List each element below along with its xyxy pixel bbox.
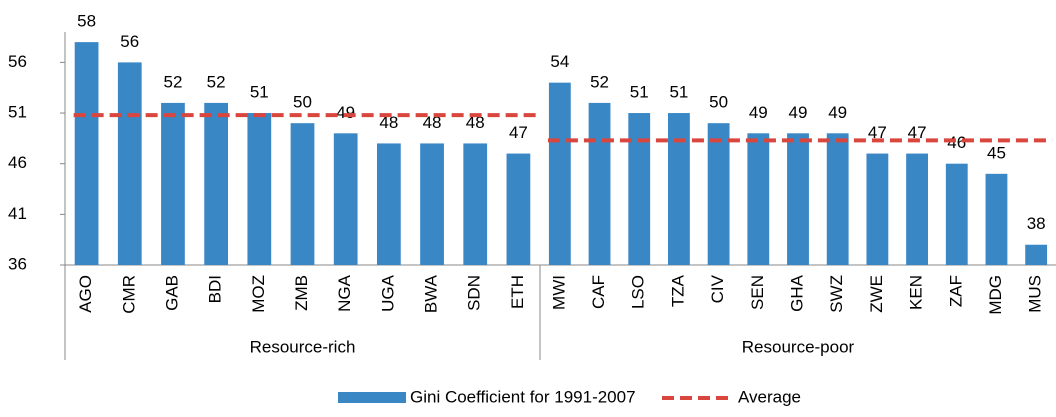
x-tick-label: BDI: [206, 275, 225, 303]
bar: [787, 133, 809, 265]
x-tick-label: GAB: [162, 275, 181, 311]
value-label: 51: [630, 83, 649, 102]
bar: [290, 123, 315, 265]
x-tick-label: SDN: [465, 275, 484, 311]
group-label: Resource-poor: [742, 337, 855, 356]
bar: [376, 143, 401, 265]
bar: [117, 62, 142, 266]
value-label: 49: [336, 103, 355, 122]
x-tick-label: MWI: [549, 275, 568, 310]
bar: [463, 143, 488, 265]
bar: [866, 153, 889, 265]
value-label: 47: [868, 123, 887, 142]
y-tick-label: 41: [8, 204, 27, 223]
x-tick-label: CMR: [119, 275, 138, 314]
x-tick-label: CIV: [708, 274, 727, 303]
value-label: 49: [749, 103, 768, 122]
value-label: 52: [207, 72, 226, 91]
bar: [588, 102, 611, 265]
value-label: 56: [120, 32, 139, 51]
y-tick-label: 51: [8, 103, 27, 122]
x-tick-label: ZAF: [946, 275, 965, 307]
bar: [247, 113, 272, 265]
value-label: 49: [828, 103, 847, 122]
bar: [985, 173, 1008, 265]
value-label: 47: [908, 123, 927, 142]
value-label: 47: [509, 123, 528, 142]
x-tick-label: ZWE: [867, 275, 886, 313]
x-tick-label: BWA: [422, 274, 441, 313]
x-tick-label: MUS: [1026, 275, 1045, 313]
x-tick-label: LSO: [629, 275, 648, 309]
bar: [420, 143, 444, 265]
bar: [906, 153, 928, 265]
x-tick-label: AGO: [76, 275, 95, 313]
bar: [668, 113, 690, 265]
bar: [548, 82, 571, 265]
value-label: 48: [423, 113, 442, 132]
x-tick-label: GHA: [787, 274, 806, 312]
value-label: 54: [550, 52, 569, 71]
x-tick-label: CAF: [589, 275, 608, 309]
legend-label: Gini Coefficient for 1991-2007: [410, 387, 636, 406]
y-tick-label: 56: [8, 52, 27, 71]
x-tick-label: UGA: [378, 274, 397, 312]
value-label: 48: [379, 113, 398, 132]
bar: [161, 102, 185, 265]
value-label: 50: [709, 93, 728, 112]
value-label: 51: [250, 83, 269, 102]
y-tick-label: 36: [8, 254, 27, 273]
value-label: 52: [590, 72, 609, 91]
value-label: 45: [987, 143, 1006, 162]
value-label: 58: [77, 12, 96, 31]
bar: [826, 133, 849, 265]
bar: [747, 133, 770, 265]
value-label: 38: [1027, 214, 1046, 233]
x-tick-label: NGA: [335, 274, 354, 312]
x-tick-label: TZA: [668, 274, 687, 307]
bar: [945, 163, 968, 265]
x-tick-label: SEN: [748, 275, 767, 310]
bar: [74, 42, 99, 266]
legend-swatch: [338, 392, 406, 403]
x-tick-label: ETH: [508, 275, 527, 309]
value-label: 48: [466, 113, 485, 132]
group-label: Resource-rich: [250, 337, 356, 356]
bar: [204, 102, 229, 265]
x-tick-label: ZMB: [292, 275, 311, 311]
x-tick-label: MDG: [986, 275, 1005, 315]
value-label: 51: [669, 83, 688, 102]
bar: [506, 153, 531, 265]
value-label: 50: [293, 93, 312, 112]
bar: [628, 113, 651, 265]
bar: [333, 133, 358, 265]
bar: [707, 123, 730, 265]
value-label: 46: [947, 133, 966, 152]
value-label: 52: [163, 72, 182, 91]
x-tick-label: SWZ: [827, 275, 846, 313]
value-label: 49: [789, 103, 808, 122]
x-tick-label: MOZ: [249, 275, 268, 313]
legend-label: Average: [738, 387, 801, 406]
x-tick-label: KEN: [907, 275, 926, 310]
y-tick-label: 46: [8, 153, 27, 172]
bar: [1025, 244, 1048, 265]
